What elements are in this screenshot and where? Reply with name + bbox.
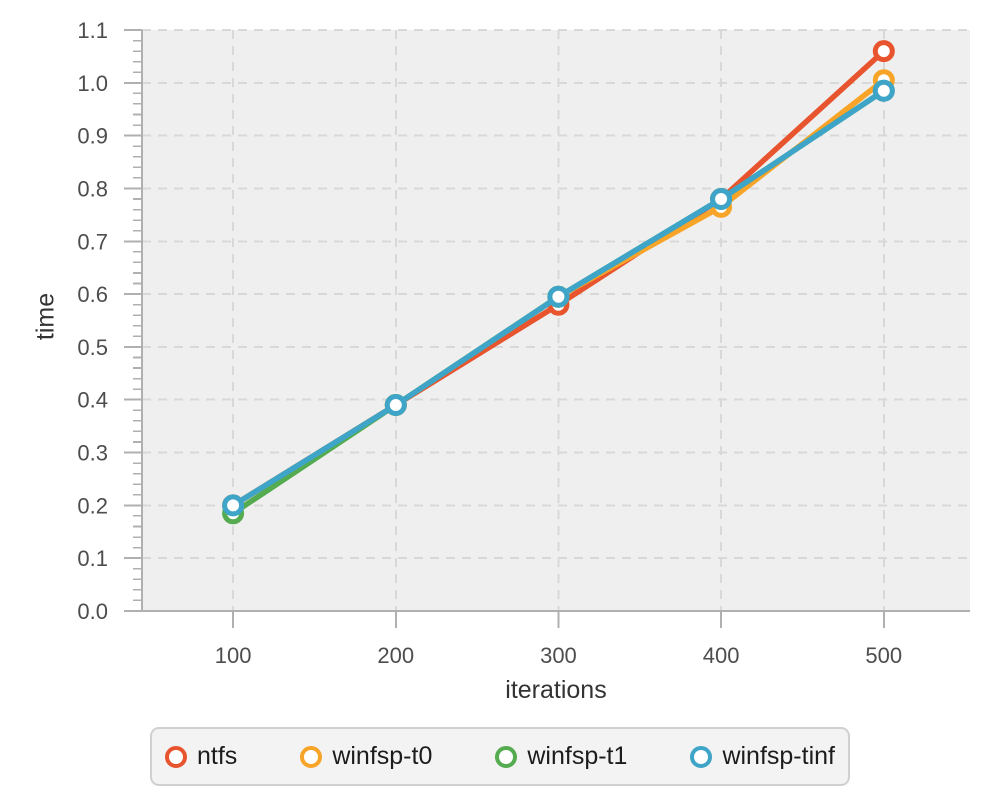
plot-area: 0.0 0.1 0.2 0.3 0.4 0.5 0.6 0.7 0.8 0.9 1.0 1.1 100 2… (77, 18, 970, 668)
svg-text:0.8: 0.8 (77, 176, 108, 201)
legend-label: winfsp-t0 (332, 742, 433, 770)
svg-text:0.4: 0.4 (77, 388, 108, 413)
svg-text:0.9: 0.9 (77, 124, 108, 149)
legend-label: winfsp-tinf (722, 742, 835, 770)
svg-text:0.3: 0.3 (77, 441, 108, 466)
legend-item-winfsp-t1: winfsp-t1 (495, 742, 627, 771)
legend-item-winfsp-t0: winfsp-t0 (300, 742, 432, 771)
svg-text:100: 100 (215, 643, 252, 668)
svg-text:200: 200 (377, 643, 414, 668)
svg-text:400: 400 (703, 643, 740, 668)
svg-text:0.0: 0.0 (77, 599, 108, 624)
legend-label: winfsp-t1 (527, 742, 628, 770)
svg-text:0.7: 0.7 (77, 229, 108, 254)
winfsp-t0-series-marker-icon (300, 745, 323, 768)
svg-text:0.2: 0.2 (77, 493, 108, 518)
legend: ntfs winfsp-t0 winfsp-t1 winfsp-tinf (150, 727, 850, 786)
winfsp-tinf-series-marker-icon (690, 745, 713, 768)
ntfs-series-marker-icon (165, 745, 187, 768)
y-axis-label: time (31, 292, 60, 341)
svg-text:0.6: 0.6 (77, 282, 108, 307)
legend-label: ntfs (197, 742, 238, 770)
legend-item-ntfs: ntfs (165, 742, 237, 771)
svg-text:0.5: 0.5 (77, 335, 108, 360)
winfsp-t1-series-marker-icon (495, 745, 518, 768)
svg-text:1.0: 1.0 (77, 71, 108, 96)
svg-text:1.1: 1.1 (77, 18, 108, 43)
legend-item-winfsp-tinf: winfsp-tinf (690, 742, 835, 771)
svg-text:500: 500 (865, 643, 902, 668)
x-axis-label: iterations (505, 676, 607, 704)
svg-text:0.1: 0.1 (77, 546, 108, 571)
svg-text:300: 300 (540, 643, 577, 668)
